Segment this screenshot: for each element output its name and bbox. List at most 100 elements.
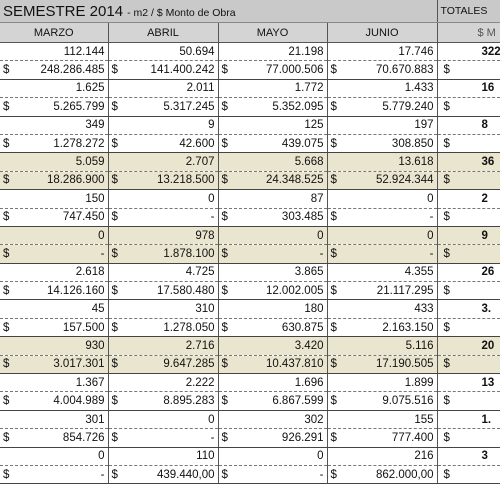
amount-cell: $18.286.900 — [0, 171, 109, 191]
area-cell: 3.865 — [218, 263, 328, 283]
total-cell: 13 — [437, 373, 500, 393]
currency: $ — [111, 358, 118, 371]
currency: $ — [221, 64, 228, 77]
column-header: MAYO — [218, 22, 328, 43]
area-cell: 17.746 — [327, 42, 438, 62]
amount-row: $14.126.160 $17.580.480 $12.002.005 $21.117… — [0, 281, 500, 301]
currency: $ — [443, 321, 450, 334]
total-cell: 9 — [437, 226, 500, 246]
area-cell: 978 — [108, 226, 219, 246]
currency: $ — [443, 395, 450, 408]
total-cell: 8 — [437, 116, 500, 135]
currency: $ — [443, 174, 450, 187]
amount-cell: $17.190.505 — [327, 355, 438, 375]
area-row: 1.625 2.011 1.772 1.433 16 — [0, 79, 500, 99]
amount: - — [429, 247, 434, 260]
amount: 854.726 — [62, 431, 105, 444]
area-cell: 4.725 — [108, 263, 219, 283]
area-cell: 1.899 — [327, 373, 438, 393]
currency: $ — [330, 64, 337, 77]
amount: 248.286.485 — [40, 64, 105, 77]
total-cell: 36 — [437, 152, 500, 172]
currency: $ — [443, 284, 450, 297]
amount: 70.670.883 — [375, 64, 434, 77]
amount-cell: $5.265.799 — [0, 97, 109, 117]
amount: 1.278.272 — [53, 137, 105, 150]
currency: $ — [221, 211, 228, 224]
area-cell: 216 — [327, 447, 438, 466]
amount-row: $4.004.989 $8.895.283 $6.867.599 $9.075.516… — [0, 391, 500, 411]
amount: 42.600 — [179, 137, 215, 150]
amount: 10.437.810 — [265, 358, 324, 371]
area-cell: 3.420 — [218, 336, 328, 356]
amount: 439.075 — [281, 137, 324, 150]
amount: 4.004.989 — [53, 395, 105, 408]
area-row: 0 110 0 216 3 — [0, 447, 500, 466]
currency: $ — [221, 284, 228, 297]
amount-cell: $70.670.883 — [327, 60, 438, 80]
total-amount-cell: $ — [437, 244, 500, 264]
currency: $ — [111, 321, 118, 334]
currency: $ — [443, 100, 450, 113]
currency: $ — [221, 431, 228, 444]
amount-cell: $5.352.095 — [218, 97, 328, 117]
column-header: ABRIL — [108, 22, 219, 43]
currency: $ — [111, 284, 118, 297]
amount: - — [319, 468, 324, 481]
amount-cell: $17.580.480 — [108, 281, 219, 301]
amount: 3.017.301 — [53, 358, 105, 371]
amount: 5.779.240 — [382, 100, 434, 113]
amount-cell: $ - — [218, 465, 328, 485]
amount-cell: $1.278.050 — [108, 318, 219, 338]
currency: $ — [330, 100, 337, 113]
currency: $ — [443, 137, 450, 150]
area-cell: 930 — [0, 336, 109, 356]
area-cell: 21.198 — [218, 42, 328, 62]
area-cell: 433 — [327, 299, 438, 319]
total-amount-cell: $ — [437, 171, 500, 191]
amount-cell: $4.004.989 — [0, 391, 109, 411]
area-cell: 50.694 — [108, 42, 219, 62]
amount-cell: $3.017.301 — [0, 355, 109, 375]
currency: $ — [330, 321, 337, 334]
area-cell: 310 — [108, 299, 219, 319]
area-cell: 0 — [108, 189, 219, 209]
area-cell: 5.059 — [0, 152, 109, 172]
area-cell: 2.707 — [108, 152, 219, 172]
currency: $ — [443, 468, 450, 481]
amount-cell: $ - — [0, 244, 109, 264]
amount-row: $3.017.301 $9.647.285 $10.437.810 $17.190.5… — [0, 355, 500, 375]
amount-cell: $9.647.285 — [108, 355, 219, 375]
total-amount-cell: $ — [437, 60, 500, 80]
amount: - — [210, 211, 215, 224]
amount-row: $1.278.272 $42.600 $439.075 $308.850 $ — [0, 134, 500, 154]
amount: 8.895.283 — [163, 395, 215, 408]
totals-header: TOTALES — [437, 0, 500, 23]
area-cell: 125 — [218, 116, 328, 135]
amount-cell: $ - — [0, 465, 109, 485]
area-row: 45 310 180 433 3. — [0, 299, 500, 319]
amount-cell: $777.400 — [327, 428, 438, 448]
amount: 6.867.599 — [272, 395, 324, 408]
currency: $ — [3, 247, 10, 260]
total-cell: 322 — [437, 42, 500, 62]
amount: - — [210, 431, 215, 444]
amount-cell: $630.875 — [218, 318, 328, 338]
currency: $ — [111, 395, 118, 408]
amount-cell: $5.317.245 — [108, 97, 219, 117]
amount-cell: $854.726 — [0, 428, 109, 448]
area-row: 112.144 50.694 21.198 17.746 322 — [0, 42, 500, 62]
amount: 308.850 — [391, 137, 434, 150]
area-row: 349 9 125 197 8 — [0, 116, 500, 135]
amount-cell: $8.895.283 — [108, 391, 219, 411]
amount: 5.317.245 — [163, 100, 215, 113]
area-cell: 1.625 — [0, 79, 109, 99]
amount: 630.875 — [281, 321, 324, 334]
currency: $ — [330, 358, 337, 371]
amount-cell: $52.924.344 — [327, 171, 438, 191]
amount-row: $18.286.900 $13.218.500 $24.348.525 $52.924… — [0, 171, 500, 191]
area-cell: 45 — [0, 299, 109, 319]
amount-cell: $ - — [327, 244, 438, 264]
subtitle: - m2 / $ Monto de Obra — [127, 6, 236, 19]
